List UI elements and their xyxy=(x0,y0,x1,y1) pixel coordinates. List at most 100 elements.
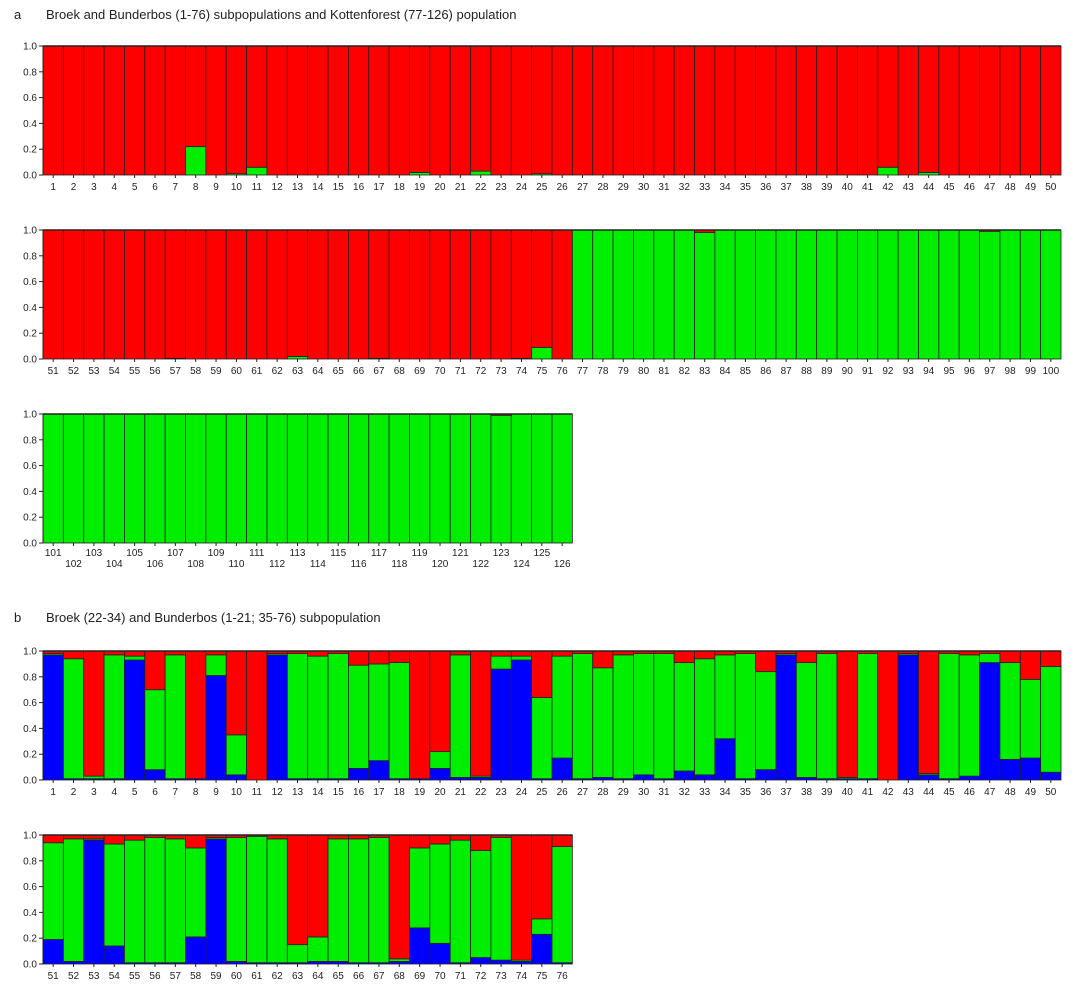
x-tick-label-61: 61 xyxy=(251,366,263,377)
x-tick-label-74: 74 xyxy=(516,366,528,377)
bar-segment-23-red xyxy=(490,650,512,657)
bar-segment-26-red xyxy=(551,45,573,176)
x-tick-label-61: 61 xyxy=(251,971,263,982)
x-tick-label-75: 75 xyxy=(536,971,548,982)
x-tick-label-56: 56 xyxy=(149,971,161,982)
bar-segment-10-blue xyxy=(225,774,248,781)
bar-segment-25-red xyxy=(531,650,553,698)
x-tick-label-90: 90 xyxy=(842,366,854,377)
x-tick-label-100: 100 xyxy=(1042,366,1059,377)
x-tick-label-88: 88 xyxy=(801,366,813,377)
x-tick-label-4: 4 xyxy=(111,182,117,193)
bar-segment-6-red xyxy=(144,650,166,691)
bar-segment-3-red xyxy=(83,45,105,176)
y-tick-label-0.8: 0.8 xyxy=(23,856,37,867)
x-tick-label-10: 10 xyxy=(231,182,243,193)
bar-segment-70-red xyxy=(429,834,451,845)
bar-segment-5-blue xyxy=(124,659,146,781)
bar-segment-60-red xyxy=(225,229,248,360)
bar-segment-9-green xyxy=(205,654,227,676)
x-tick-label-26: 26 xyxy=(557,787,569,798)
x-tick-label-39: 39 xyxy=(821,182,833,193)
x-tick-label-84: 84 xyxy=(719,366,731,377)
bar-segment-50-red xyxy=(1040,45,1062,176)
bar-segment-7-red xyxy=(164,45,186,176)
bar-segment-89-green xyxy=(816,229,838,360)
bar-segment-54-green xyxy=(103,843,125,947)
bar-segment-37-blue xyxy=(775,654,797,781)
x-tick-label-102: 102 xyxy=(65,559,82,570)
x-tick-label-87: 87 xyxy=(781,366,793,377)
x-tick-label-97: 97 xyxy=(984,366,996,377)
bar-segment-22-red xyxy=(470,650,492,777)
x-tick-label-37: 37 xyxy=(781,787,793,798)
bar-segment-4-green xyxy=(103,654,125,780)
bar-segment-16-green xyxy=(347,664,370,769)
bar-segment-75-red xyxy=(531,229,553,348)
bar-segment-73-blue xyxy=(490,959,512,965)
bar-segment-94-green xyxy=(918,229,940,360)
y-tick-label-0.0: 0.0 xyxy=(23,171,37,182)
x-tick-label-77: 77 xyxy=(577,366,589,377)
bar-segment-64-red xyxy=(307,229,329,360)
x-tick-label-2: 2 xyxy=(71,787,77,798)
x-tick-label-32: 32 xyxy=(679,787,691,798)
x-tick-label-8: 8 xyxy=(193,182,199,193)
bar-segment-71-red xyxy=(449,834,471,841)
bar-segment-55-green xyxy=(124,839,146,964)
bar-segment-57-green xyxy=(164,838,186,964)
bar-segment-18-red xyxy=(388,45,410,176)
bar-segment-70-red xyxy=(429,229,451,360)
x-tick-label-63: 63 xyxy=(292,971,304,982)
bar-segment-17-red xyxy=(368,45,390,176)
x-tick-label-125: 125 xyxy=(533,548,550,559)
x-tick-label-68: 68 xyxy=(394,971,406,982)
bar-segment-80-green xyxy=(633,229,655,360)
x-tick-label-52: 52 xyxy=(68,971,80,982)
x-tick-label-58: 58 xyxy=(190,971,202,982)
bar-segment-51-red xyxy=(42,834,64,844)
bar-segment-34-blue xyxy=(714,738,736,781)
y-tick-label-0.8: 0.8 xyxy=(23,67,37,78)
x-tick-label-53: 53 xyxy=(88,971,100,982)
x-tick-label-15: 15 xyxy=(333,787,345,798)
bar-segment-41-red xyxy=(857,45,879,176)
x-tick-label-54: 54 xyxy=(109,366,121,377)
bar-segment-20-blue xyxy=(429,767,451,781)
x-tick-label-43: 43 xyxy=(903,787,915,798)
x-tick-label-23: 23 xyxy=(496,182,508,193)
bar-segment-71-red xyxy=(449,229,471,360)
bar-segment-24-blue xyxy=(510,659,533,781)
bar-segment-27-red xyxy=(571,45,594,176)
bar-segment-3-red xyxy=(83,650,105,777)
bar-segment-71-green xyxy=(449,839,471,964)
bar-segment-106-green xyxy=(144,413,166,544)
x-tick-label-18: 18 xyxy=(394,182,406,193)
y-tick-label-0.2: 0.2 xyxy=(23,329,37,340)
bar-segment-6-red xyxy=(144,45,166,176)
x-tick-label-44: 44 xyxy=(923,182,935,193)
x-tick-label-1: 1 xyxy=(50,787,56,798)
x-tick-label-21: 21 xyxy=(455,182,467,193)
x-tick-label-7: 7 xyxy=(173,787,179,798)
bar-segment-8-red xyxy=(185,45,207,148)
x-tick-label-55: 55 xyxy=(129,971,141,982)
x-tick-label-50: 50 xyxy=(1045,182,1057,193)
x-tick-label-28: 28 xyxy=(597,787,609,798)
bar-segment-73-green xyxy=(490,837,512,961)
bar-segment-69-red xyxy=(409,834,431,849)
x-tick-label-31: 31 xyxy=(658,787,670,798)
bar-segment-70-green xyxy=(429,843,451,944)
x-tick-label-43: 43 xyxy=(903,182,915,193)
bar-segment-62-red xyxy=(266,229,288,360)
x-tick-label-66: 66 xyxy=(353,971,365,982)
x-tick-label-9: 9 xyxy=(213,787,219,798)
bar-segment-66-red xyxy=(347,229,370,360)
x-tick-label-20: 20 xyxy=(434,182,446,193)
x-tick-label-51: 51 xyxy=(48,366,60,377)
bar-segment-17-green xyxy=(368,663,390,762)
bar-segment-6-blue xyxy=(144,769,166,781)
bar-segment-72-red xyxy=(470,834,492,851)
bar-segment-59-red xyxy=(205,229,227,360)
bar-segment-51-green xyxy=(42,842,64,940)
